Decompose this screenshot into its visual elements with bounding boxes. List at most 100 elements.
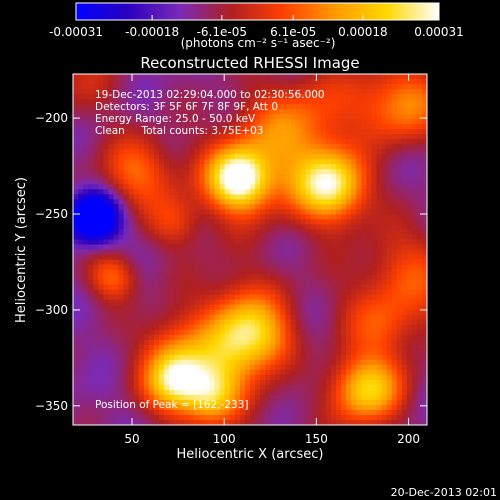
heatmap-cell [174,409,180,416]
heatmap-cell [295,304,302,311]
heatmap-cell [199,359,206,366]
heatmap-cell [255,179,261,185]
heatmap-cell [113,269,120,276]
heatmap-cell [320,389,327,396]
heatmap-cell [184,119,190,125]
heatmap-cell [184,299,190,306]
heatmap-cell [199,329,206,336]
heatmap-cell [305,404,312,411]
heatmap-cell [401,199,408,205]
heatmap-cell [351,149,357,155]
heatmap-cell [280,249,286,256]
heatmap-cell [366,339,372,346]
heatmap-cell [209,134,216,140]
heatmap-cell [290,244,297,251]
heatmap-cell [164,249,170,256]
heatmap-cell [239,404,246,411]
heatmap-cell [366,204,372,210]
heatmap-cell [209,309,216,316]
heatmap-cell [401,149,408,155]
heatmap-cell [194,209,201,215]
heatmap-cell [265,334,271,341]
heatmap-cell [290,409,297,416]
heatmap-cell [164,394,170,401]
heatmap-cell [174,84,180,90]
heatmap-cell [351,264,357,271]
heatmap-cell [133,124,140,130]
heatmap-cell [330,164,337,170]
heatmap-cell [103,409,109,416]
heatmap-cell [189,289,195,296]
heatmap-cell [118,169,125,175]
heatmap-cell [88,89,94,95]
heatmap-cell [204,214,211,221]
heatmap-cell [194,394,201,401]
heatmap-cell [386,234,393,241]
heatmap-cell [224,394,231,401]
heatmap-cell [280,319,286,326]
heatmap-cell [265,139,271,145]
heatmap-cell [98,304,104,311]
heatmap-cell [346,319,352,326]
heatmap-cell [325,169,332,175]
heatmap-cell [346,214,352,221]
heatmap-cell [93,334,99,341]
heatmap-cell [411,254,418,261]
heatmap-cell [421,164,427,170]
heatmap-cell [83,179,89,185]
heatmap-cell [88,159,94,165]
heatmap-cell [184,304,190,311]
heatmap-cell [300,254,307,261]
heatmap-cell [275,324,281,331]
heatmap-cell [411,114,418,120]
heatmap-cell [148,344,155,351]
heatmap-cell [169,309,175,316]
heatmap-cell [260,189,266,195]
heatmap-cell [88,169,94,175]
heatmap-cell [285,74,292,80]
heatmap-cell [295,389,302,396]
heatmap-cell [93,344,99,351]
heatmap-cell [128,104,135,110]
heatmap-cell [108,244,115,251]
heatmap-cell [219,274,226,281]
heatmap-cell [229,229,236,236]
heatmap-cell [330,344,337,351]
heatmap-cell [386,89,393,95]
heatmap-cell [148,314,155,321]
heatmap-cell [275,209,281,215]
heatmap-cell [255,419,261,425]
heatmap-cell [209,274,216,281]
heatmap-cell [174,219,180,226]
heatmap-cell [219,319,226,326]
heatmap-cell [351,239,357,246]
heatmap-cell [234,229,241,236]
heatmap-cell [275,109,281,115]
heatmap-cell [138,309,145,316]
heatmap-cell [128,144,135,150]
heatmap-cell [275,379,281,386]
heatmap-cell [305,194,312,200]
heatmap-cell [184,274,190,281]
heatmap-cell [280,299,286,306]
heatmap-cell [83,194,89,200]
heatmap-cell [305,369,312,376]
heatmap-cell [194,89,201,95]
heatmap-cell [290,379,297,386]
heatmap-cell [371,299,378,306]
heatmap-cell [381,144,388,150]
heatmap-cell [174,254,180,261]
heatmap-cell [98,369,104,376]
heatmap-cell [164,284,170,291]
heatmap-cell [234,314,241,321]
heatmap-cell [341,349,347,356]
heatmap-cell [103,119,109,125]
heatmap-cell [341,99,347,105]
heatmap-cell [214,334,221,341]
heatmap-cell [346,344,352,351]
heatmap-cell [153,144,160,150]
heatmap-cell [153,289,160,296]
heatmap-cell [361,169,367,175]
heatmap-cell [113,379,120,386]
heatmap-cell [290,364,297,371]
